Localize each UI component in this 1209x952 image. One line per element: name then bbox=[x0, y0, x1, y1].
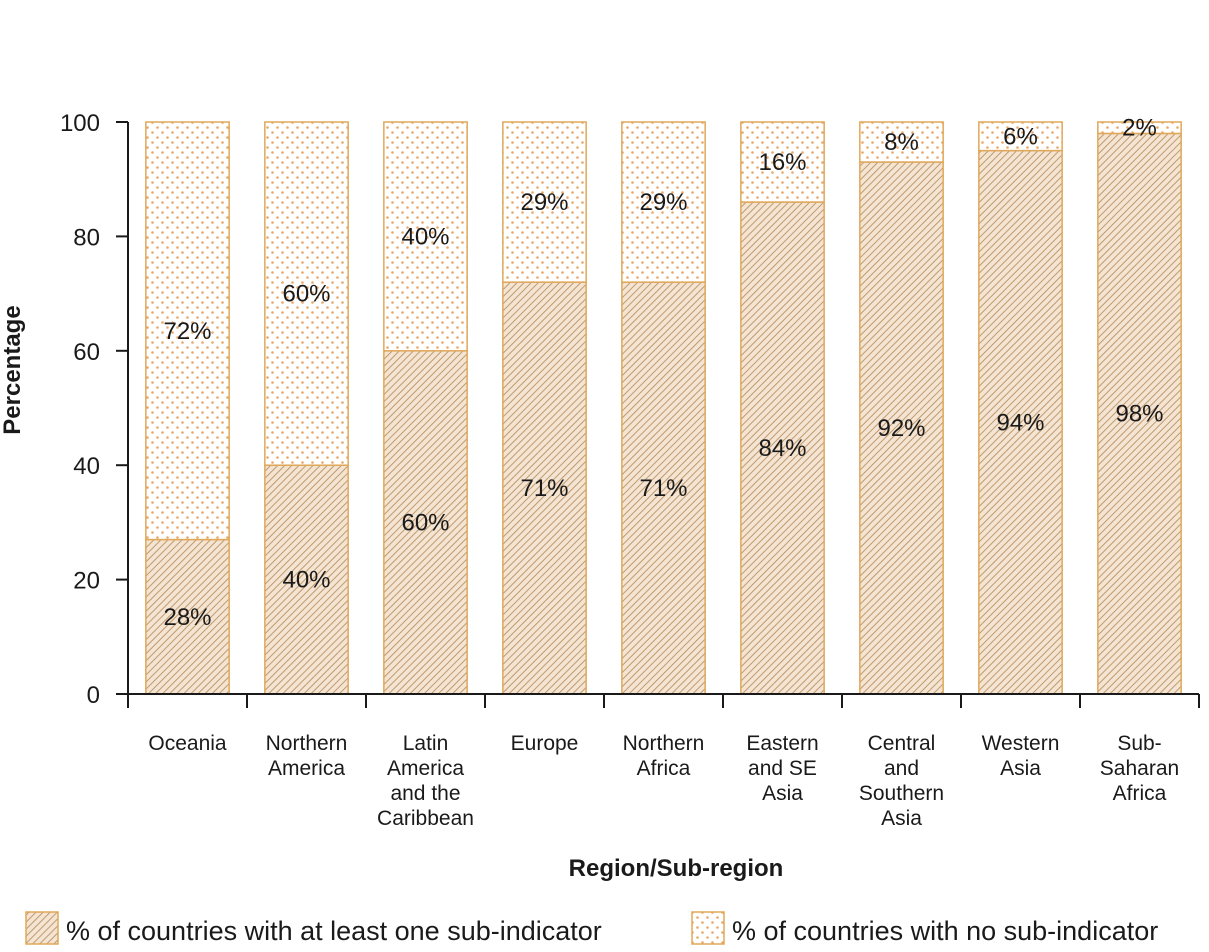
bar-no-sub-indicator bbox=[502, 121, 587, 283]
bar-label-no-sub-indicator: 2% bbox=[1122, 115, 1157, 142]
bar-label-no-sub-indicator: 8% bbox=[884, 129, 919, 156]
x-category-label: Northern America bbox=[266, 732, 348, 780]
bar-with-sub-indicator bbox=[978, 149, 1063, 695]
bar-with-sub-indicator bbox=[383, 350, 468, 695]
y-tick-label: 60 bbox=[73, 339, 100, 366]
y-tick-label: 40 bbox=[73, 453, 100, 480]
bar-label-with-sub-indicator: 71% bbox=[639, 475, 687, 502]
bar-with-sub-indicator bbox=[1097, 132, 1182, 695]
x-category-label-line: Southern bbox=[859, 782, 944, 805]
bar-label-with-sub-indicator: 60% bbox=[401, 509, 449, 536]
x-category-label-line: Europe bbox=[511, 732, 579, 755]
bar-no-sub-indicator bbox=[145, 121, 230, 541]
x-category-label: Sub-Saharan Africa bbox=[1100, 732, 1179, 805]
bar-label-no-sub-indicator: 40% bbox=[401, 223, 449, 250]
x-category-label-line: Asia bbox=[762, 782, 803, 805]
x-category-label-line: Northern bbox=[623, 732, 705, 755]
bar-no-sub-indicator bbox=[264, 121, 349, 466]
bar-with-sub-indicator bbox=[740, 201, 825, 695]
legend-swatch-no-sub-indicator bbox=[691, 911, 725, 945]
x-category-label-line: Sub- bbox=[1117, 732, 1161, 755]
x-category-label: Europe bbox=[511, 732, 579, 755]
bar-label-with-sub-indicator: 94% bbox=[996, 409, 1044, 436]
x-category-label: Eastern and SE Asia bbox=[746, 732, 818, 805]
y-tick-label: 80 bbox=[73, 224, 100, 251]
bar-label-no-sub-indicator: 72% bbox=[163, 318, 211, 345]
bar-label-with-sub-indicator: 28% bbox=[163, 604, 211, 631]
bar-label-no-sub-indicator: 16% bbox=[758, 149, 806, 176]
legend-swatch-with-sub-indicator bbox=[25, 911, 59, 945]
bar-label-with-sub-indicator: 40% bbox=[282, 567, 330, 594]
x-category-label-line: Oceania bbox=[148, 732, 227, 755]
bar-label-with-sub-indicator: 71% bbox=[520, 475, 568, 502]
bar-label-with-sub-indicator: 98% bbox=[1115, 401, 1163, 428]
y-axis-title: Percentage bbox=[0, 305, 26, 434]
bar-label-no-sub-indicator: 29% bbox=[639, 189, 687, 216]
bar-no-sub-indicator bbox=[621, 121, 706, 283]
y-tick-label: 100 bbox=[60, 110, 100, 137]
x-axis-title: Region/Sub-region bbox=[569, 855, 784, 882]
bar-no-sub-indicator bbox=[740, 121, 825, 203]
bar-with-sub-indicator bbox=[859, 161, 944, 695]
bars-layer: 28% 72% 40% 60% 60% 40% 71% 29% 71% 29% 84% 16% 92% 8… bbox=[145, 115, 1182, 695]
x-category-label-line: Africa bbox=[637, 757, 691, 780]
bar-label-with-sub-indicator: 84% bbox=[758, 435, 806, 462]
x-category-label-line: Caribbean bbox=[377, 807, 474, 830]
x-category-label-line: and the bbox=[390, 782, 460, 805]
axes-layer bbox=[116, 121, 1200, 708]
bar-label-no-sub-indicator: 29% bbox=[520, 189, 568, 216]
x-category-label-line: and bbox=[884, 757, 919, 780]
x-category-label-line: Eastern bbox=[746, 732, 818, 755]
x-category-label-line: Northern bbox=[266, 732, 348, 755]
bar-with-sub-indicator bbox=[145, 538, 230, 695]
y-tick-label: 20 bbox=[73, 568, 100, 595]
x-category-label-line: Saharan bbox=[1100, 757, 1179, 780]
bar-label-no-sub-indicator: 6% bbox=[1003, 123, 1038, 150]
x-category-label-line: Asia bbox=[1000, 757, 1041, 780]
x-category-label-line: America bbox=[268, 757, 345, 780]
x-category-label-line: America bbox=[387, 757, 464, 780]
x-category-label-line: Latin bbox=[403, 732, 449, 755]
legend: % of countries with at least one sub-ind… bbox=[25, 911, 1158, 946]
bar-no-sub-indicator bbox=[383, 121, 468, 352]
x-category-label-line: Central bbox=[868, 732, 936, 755]
legend-label-no-sub-indicator: % of countries with no sub-indicator bbox=[732, 916, 1158, 946]
x-category-label: Latin America and the Caribbean bbox=[377, 732, 474, 830]
x-category-label-line: and SE bbox=[748, 757, 817, 780]
bar-no-sub-indicator bbox=[1097, 121, 1182, 135]
bar-label-with-sub-indicator: 92% bbox=[877, 415, 925, 442]
x-category-label-line: Western bbox=[982, 732, 1060, 755]
x-category-label: Western Asia bbox=[982, 732, 1060, 780]
x-category-label-line: Asia bbox=[881, 807, 922, 830]
bar-no-sub-indicator bbox=[859, 121, 944, 163]
x-category-label: Central and Southern Asia bbox=[859, 732, 944, 830]
x-category-label-line: Africa bbox=[1113, 782, 1167, 805]
bar-no-sub-indicator bbox=[978, 121, 1063, 152]
x-category-label: Oceania bbox=[148, 732, 227, 755]
x-category-label: Northern Africa bbox=[623, 732, 705, 780]
legend-label-with-sub-indicator: % of countries with at least one sub-ind… bbox=[66, 916, 602, 946]
bar-label-no-sub-indicator: 60% bbox=[282, 281, 330, 308]
y-tick-label: 0 bbox=[87, 682, 100, 709]
